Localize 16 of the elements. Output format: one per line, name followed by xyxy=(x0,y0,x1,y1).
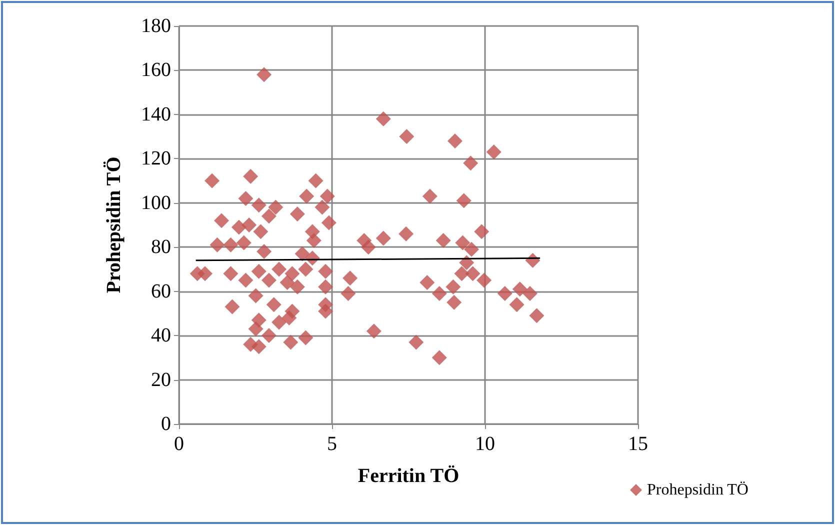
y-tick-label: 120 xyxy=(141,148,171,170)
y-tick-label: 180 xyxy=(141,15,171,37)
x-tick-label: 15 xyxy=(628,433,648,455)
y-axis-title: Prohepsidin TÖ xyxy=(103,156,125,294)
y-tick-label: 160 xyxy=(141,59,171,82)
y-tick-label: 20 xyxy=(151,368,171,391)
x-tick-label: 5 xyxy=(327,433,337,455)
x-axis-title: Ferritin TÖ xyxy=(358,465,460,487)
x-tick-label: 10 xyxy=(475,433,495,455)
y-tick-label: 80 xyxy=(151,236,171,258)
legend-label: Prohepsidin TÖ xyxy=(647,482,748,498)
y-tick-label: 60 xyxy=(151,280,171,302)
y-tick-label: 0 xyxy=(161,413,171,435)
y-tick-label: 140 xyxy=(141,103,171,126)
y-tick-label: 100 xyxy=(141,192,171,214)
y-tick-label: 40 xyxy=(151,324,171,347)
